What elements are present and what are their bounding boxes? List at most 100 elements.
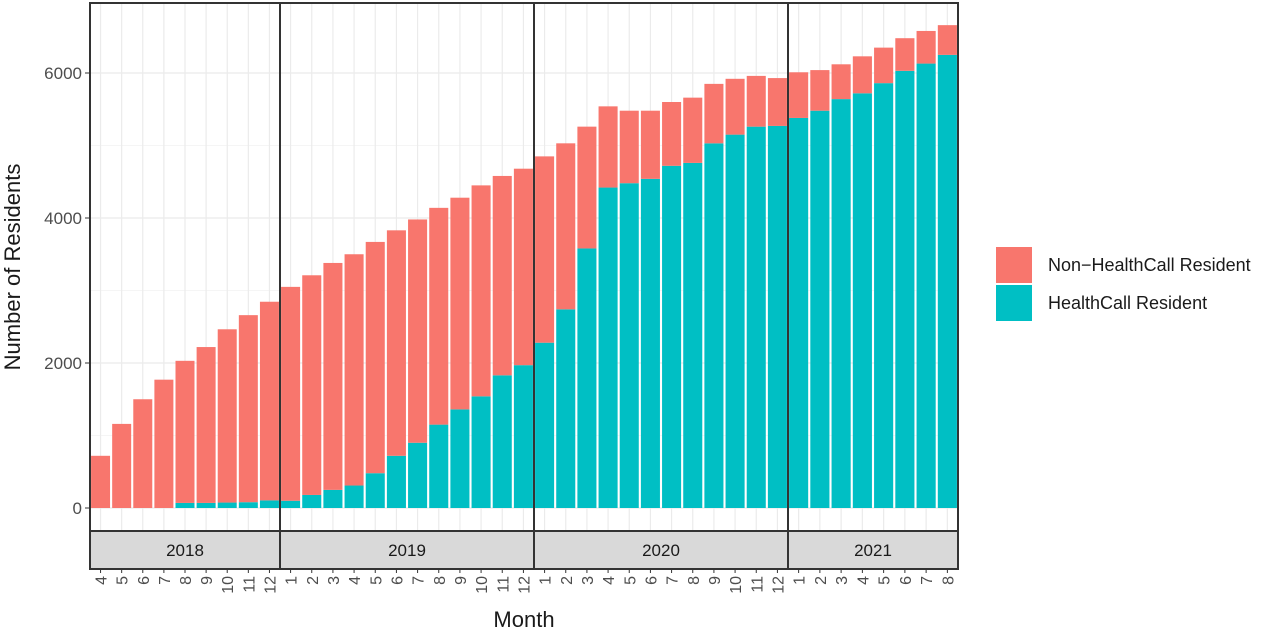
bar-healthcall — [471, 396, 491, 508]
x-tick-label: 1 — [538, 576, 555, 585]
x-tick-label: 6 — [389, 576, 406, 585]
facet-strip — [89, 530, 281, 570]
bar-healthcall — [619, 183, 639, 508]
bar-non-healthcall — [937, 25, 957, 55]
bar-non-healthcall — [874, 47, 894, 84]
bar-healthcall — [789, 117, 809, 508]
bar-non-healthcall — [577, 126, 597, 249]
bar-non-healthcall — [683, 97, 703, 163]
bar-non-healthcall — [154, 379, 174, 508]
bar-non-healthcall — [408, 219, 428, 443]
bar-healthcall — [238, 502, 258, 508]
bar-non-healthcall — [91, 455, 111, 508]
bar-non-healthcall — [302, 275, 322, 495]
facet-label: 2020 — [642, 541, 680, 560]
panel-background — [534, 3, 788, 531]
bar-non-healthcall — [852, 56, 872, 94]
bar-healthcall — [259, 500, 279, 508]
x-tick-label: 1 — [284, 576, 301, 585]
legend: Non−HealthCall Resident HealthCall Resid… — [996, 246, 1251, 322]
bar-healthcall — [704, 143, 724, 508]
bar-healthcall — [492, 375, 512, 508]
bar-non-healthcall — [429, 207, 449, 425]
x-tick-label: 3 — [580, 576, 597, 585]
legend-label-non-healthcall: Non−HealthCall Resident — [1048, 254, 1251, 275]
bar-non-healthcall — [344, 254, 364, 486]
x-tick-label: 8 — [686, 576, 703, 585]
bar-healthcall — [175, 502, 195, 508]
x-tick-label: 11 — [749, 576, 766, 593]
bar-non-healthcall — [556, 143, 576, 310]
bar-healthcall — [556, 309, 576, 508]
facet-strip — [279, 530, 535, 570]
bar-healthcall — [725, 134, 745, 508]
bar-non-healthcall — [810, 70, 830, 111]
x-tick-label: 8 — [432, 576, 449, 585]
x-tick-label: 2 — [559, 576, 576, 585]
x-tick-label: 2 — [813, 576, 830, 585]
legend-swatch-non-healthcall — [996, 247, 1032, 283]
y-tick-label: 0 — [73, 499, 82, 518]
bar-healthcall — [767, 125, 787, 509]
x-tick-label: 1 — [792, 576, 809, 585]
bar-healthcall — [640, 178, 660, 508]
facet-label: 2021 — [854, 541, 892, 560]
legend-item-non-healthcall: Non−HealthCall Resident — [996, 246, 1251, 284]
bar-non-healthcall — [640, 110, 660, 179]
facet-strip — [787, 530, 959, 570]
bar-healthcall — [365, 473, 385, 508]
facet-strip — [533, 530, 789, 570]
bar-non-healthcall — [789, 72, 809, 118]
bar-non-healthcall — [831, 64, 851, 100]
facet-label: 2018 — [166, 541, 204, 560]
x-tick-label: 11 — [241, 576, 258, 593]
bar-healthcall — [577, 248, 597, 508]
x-tick-label: 6 — [643, 576, 660, 585]
x-tick-label: 3 — [326, 576, 343, 585]
bar-healthcall — [408, 442, 428, 508]
bar-healthcall — [937, 54, 957, 508]
bar-healthcall — [683, 162, 703, 508]
bar-non-healthcall — [746, 75, 766, 127]
bar-healthcall — [662, 165, 682, 509]
bar-healthcall — [535, 342, 555, 508]
bar-healthcall — [746, 126, 766, 509]
bar-healthcall — [831, 99, 851, 508]
x-tick-label: 4 — [347, 576, 364, 585]
x-tick-label: 12 — [516, 576, 533, 594]
legend-label-healthcall: HealthCall Resident — [1048, 292, 1208, 313]
bar-non-healthcall — [513, 168, 533, 366]
bar-non-healthcall — [238, 315, 258, 503]
x-tick-label: 4 — [94, 576, 111, 585]
bar-non-healthcall — [281, 286, 301, 501]
x-tick-label: 10 — [220, 576, 237, 594]
x-tick-label: 12 — [770, 576, 787, 594]
x-tick-label: 2 — [305, 576, 322, 585]
bar-non-healthcall — [895, 38, 915, 71]
x-tick-label: 4 — [855, 576, 872, 585]
facet-label: 2019 — [388, 541, 426, 560]
x-tick-label: 7 — [157, 576, 174, 585]
bar-non-healthcall — [662, 102, 682, 166]
bar-healthcall — [895, 70, 915, 508]
bar-non-healthcall — [175, 360, 195, 503]
bar-non-healthcall — [916, 30, 936, 64]
x-tick-label: 4 — [601, 576, 618, 585]
bar-non-healthcall — [386, 230, 406, 456]
bar-healthcall — [916, 63, 936, 508]
y-tick-label: 2000 — [44, 354, 82, 373]
x-tick-label: 8 — [178, 576, 195, 585]
bar-non-healthcall — [133, 399, 153, 508]
bar-healthcall — [598, 187, 618, 509]
x-tick-label: 3 — [834, 576, 851, 585]
x-tick-label: 12 — [262, 576, 279, 594]
x-tick-label: 11 — [495, 576, 512, 593]
y-tick-label: 6000 — [44, 64, 82, 83]
bar-non-healthcall — [365, 241, 385, 474]
bar-non-healthcall — [619, 110, 639, 184]
x-tick-label: 5 — [877, 576, 894, 585]
x-tick-label: 10 — [474, 576, 491, 594]
bar-healthcall — [196, 502, 216, 508]
